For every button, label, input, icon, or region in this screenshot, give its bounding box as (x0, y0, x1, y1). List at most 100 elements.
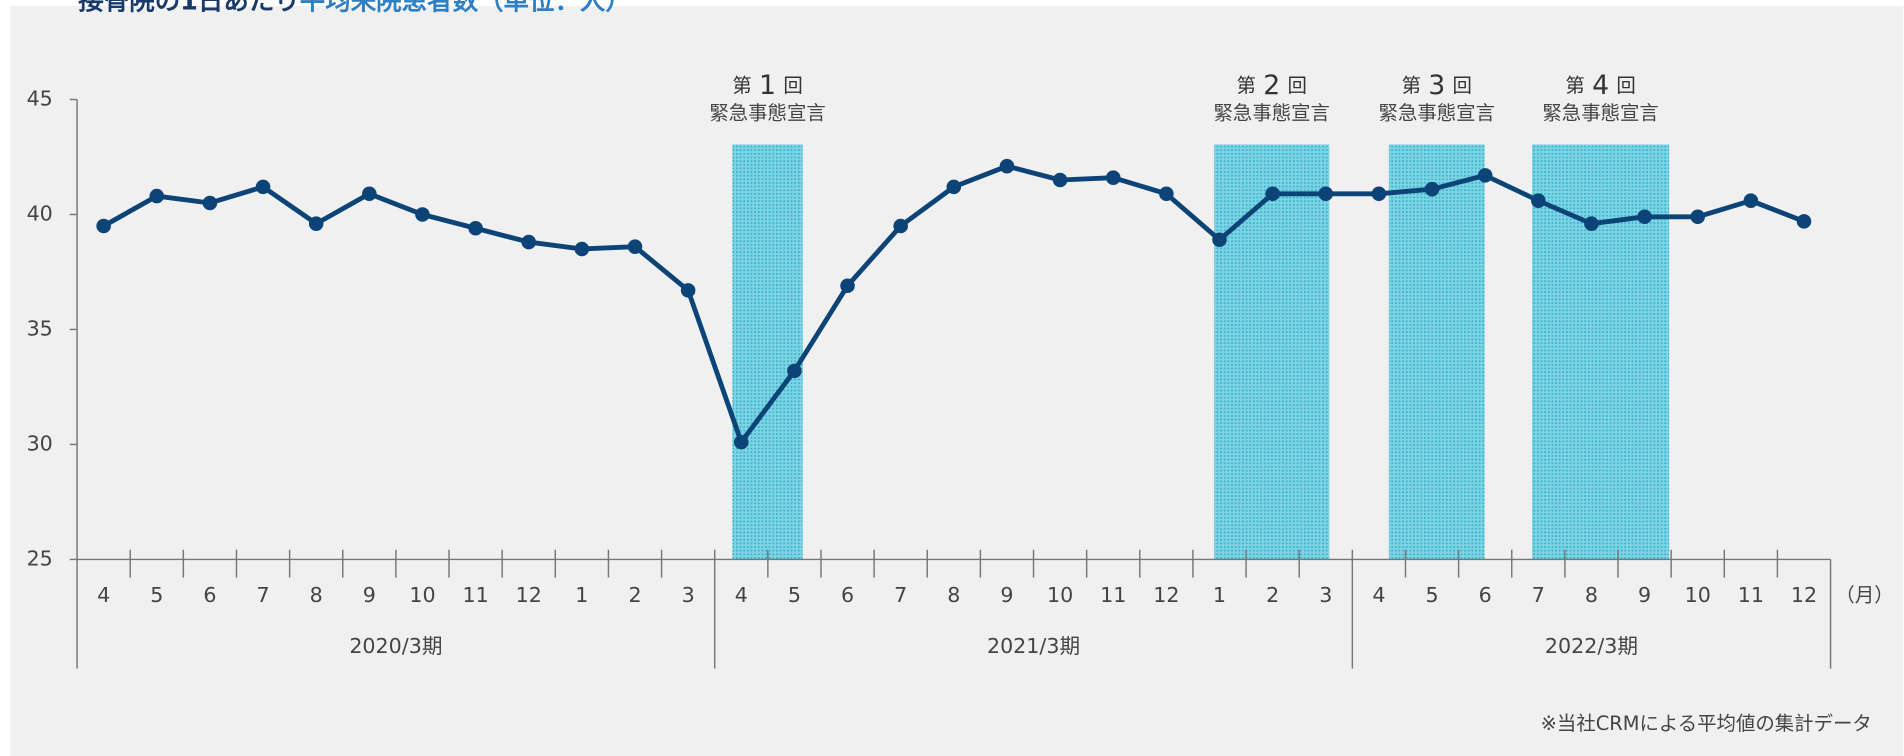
marker (787, 363, 802, 379)
marker (1690, 209, 1706, 225)
x-tick-label: 11 (1738, 583, 1764, 607)
marker (627, 239, 643, 254)
marker (1318, 186, 1334, 202)
declaration-shade (1214, 144, 1330, 560)
x-tick-label: 1 (575, 583, 588, 607)
x-tick-label: 6 (841, 583, 854, 607)
marker (255, 179, 271, 195)
declaration-shade (732, 144, 803, 560)
marker (946, 179, 962, 195)
marker (733, 434, 749, 450)
marker (1212, 232, 1227, 248)
declaration-num: 1 (759, 70, 776, 101)
x-tick-label: 4 (97, 583, 110, 607)
period-label: 2021/3期 (987, 634, 1080, 658)
x-tick-label: 9 (1000, 583, 1013, 607)
declaration-name: 緊急事態宣言 (709, 102, 825, 125)
x-tick-label: 7 (256, 583, 269, 607)
note: ※当社CRMによる平均値の集計データ (1541, 712, 1872, 735)
x-tick-label: 4 (735, 583, 748, 607)
marker (1052, 172, 1068, 188)
x-tick-label: 4 (1372, 583, 1385, 607)
x-unit: （月） (1835, 583, 1893, 606)
y-tick-label: 30 (27, 431, 53, 455)
declaration-prefix: 第 (732, 74, 751, 97)
marker (202, 195, 218, 211)
x-tick-label: 8 (1585, 583, 1598, 607)
marker (415, 207, 430, 222)
x-tick-label: 10 (1685, 583, 1711, 607)
x-tick-label: 2 (1266, 583, 1279, 607)
declaration-name: 緊急事態宣言 (1379, 102, 1495, 125)
marker (893, 218, 908, 234)
period-label: 2020/3期 (349, 634, 442, 658)
x-tick-label: 12 (1791, 583, 1817, 607)
y-tick-label: 35 (27, 316, 53, 340)
declaration-num: 2 (1263, 70, 1280, 101)
marker (521, 234, 537, 250)
x-tick-label: 5 (788, 583, 801, 607)
marker (1424, 181, 1440, 197)
declaration-prefix: 第 (1565, 74, 1584, 97)
marker (468, 220, 483, 236)
marker (999, 158, 1015, 174)
x-tick-label: 11 (1100, 583, 1126, 607)
x-tick-label: 7 (1532, 583, 1545, 607)
marker (1743, 193, 1759, 208)
x-tick-label: 1 (1213, 583, 1226, 607)
marker (1531, 193, 1546, 208)
marker (1159, 186, 1174, 202)
y-tick-label: 45 (27, 87, 53, 111)
x-tick-label: 11 (462, 583, 488, 607)
x-tick-label: 3 (1319, 583, 1332, 607)
x-tick-label: 9 (1638, 583, 1651, 607)
chart-title: 接骨院の1日あたり平均来院患者数（単位：人） (78, 0, 631, 16)
declaration-periods (732, 144, 1670, 560)
x-tick-label: 6 (1479, 583, 1492, 607)
marker (840, 278, 855, 294)
declaration-name: 緊急事態宣言 (1214, 102, 1330, 125)
declaration-prefix: 第 (1237, 74, 1256, 97)
marker (680, 283, 696, 298)
marker (1796, 214, 1812, 229)
period-label: 2022/3期 (1545, 634, 1638, 658)
marker (308, 216, 324, 231)
x-tick-label: 8 (947, 583, 960, 607)
x-tick-label: 10 (1047, 583, 1073, 607)
declaration-prefix: 第 (1402, 74, 1421, 97)
declaration-num: 4 (1592, 70, 1609, 101)
declaration-suffix: 回 (783, 74, 802, 97)
declaration-shade (1388, 144, 1485, 560)
marker (1477, 168, 1493, 183)
marker (1584, 216, 1599, 231)
marker (1637, 209, 1652, 225)
y-tick-label: 25 (27, 546, 53, 570)
declaration-name: 緊急事態宣言 (1542, 102, 1658, 125)
marker (149, 188, 165, 204)
x-tick-label: 2 (628, 583, 641, 607)
x-tick-label: 9 (363, 583, 376, 607)
x-tick-label: 6 (203, 583, 216, 607)
x-tick-label: 10 (409, 583, 435, 607)
declaration-suffix: 回 (1453, 74, 1472, 97)
x-tick-label: 3 (682, 583, 695, 607)
x-tick-label: 12 (516, 583, 542, 607)
marker (1371, 186, 1387, 202)
y-tick-label: 40 (27, 201, 53, 225)
marker (96, 218, 111, 234)
x-tick-label: 12 (1153, 583, 1179, 607)
marker (574, 241, 590, 257)
x-tick-label: 5 (150, 583, 163, 607)
declaration-suffix: 回 (1616, 74, 1635, 97)
marker (362, 186, 377, 202)
x-tick-label: 7 (894, 583, 907, 607)
marker (1265, 186, 1280, 202)
marker (1105, 170, 1121, 185)
x-tick-label: 5 (1425, 583, 1438, 607)
x-tick-label: 8 (310, 583, 323, 607)
